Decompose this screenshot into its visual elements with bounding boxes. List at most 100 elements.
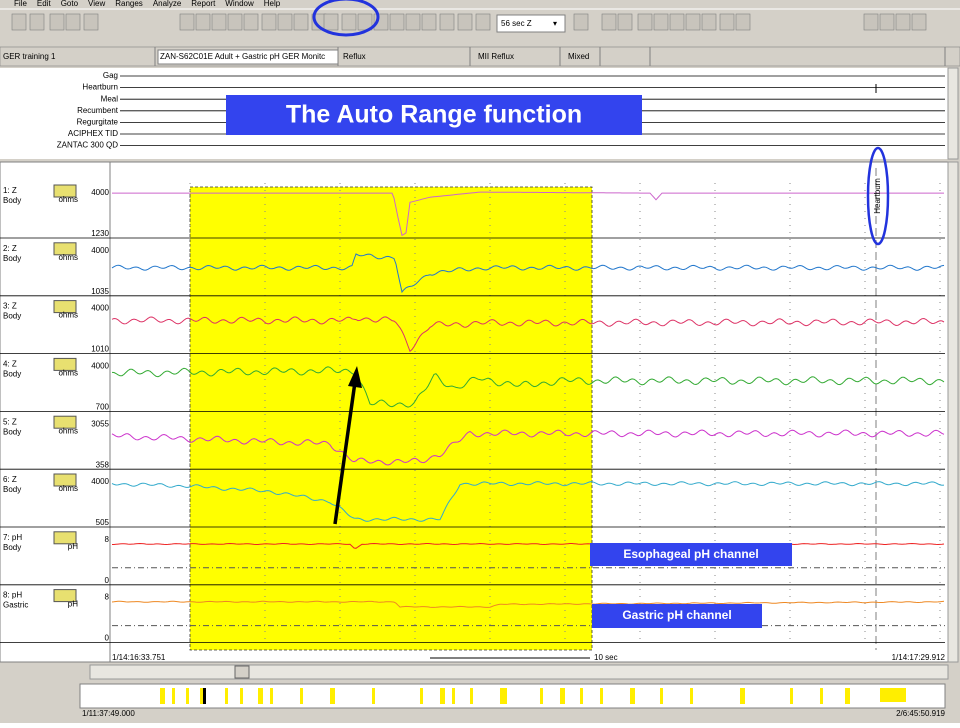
menu-item[interactable]: Help — [264, 0, 281, 8]
toolbar-button[interactable] — [475, 13, 491, 31]
toolbar-button[interactable] — [701, 13, 717, 31]
scroll-thumb[interactable] — [234, 665, 250, 679]
annotation-banner — [226, 95, 642, 135]
overview-event — [740, 688, 745, 704]
toolbar-button[interactable] — [653, 13, 669, 31]
analysis-type: Reflux — [343, 52, 366, 61]
channel-unit: ohms — [58, 426, 78, 435]
overview-event — [660, 688, 663, 704]
channel-site: Body — [3, 254, 21, 263]
event-label: Regurgitate — [77, 118, 119, 127]
toolbar-button[interactable] — [735, 13, 751, 31]
channel-label: 4: Z — [3, 360, 17, 369]
overview-event — [186, 688, 189, 704]
toolbar-button[interactable] — [601, 13, 617, 31]
toolbar-button[interactable] — [293, 13, 309, 31]
toolbar-button[interactable] — [323, 13, 339, 31]
channel-icon[interactable] — [53, 300, 77, 314]
toolbar-button[interactable] — [195, 13, 211, 31]
toolbar-button[interactable] — [389, 13, 405, 31]
channel-icon[interactable] — [53, 184, 77, 198]
highlight-ellipse — [866, 146, 890, 246]
overview-event — [880, 688, 906, 702]
reflux-type: Mixed — [568, 52, 589, 61]
menu-item[interactable]: Edit — [37, 0, 52, 8]
channel-site: Body — [3, 427, 21, 436]
channel-unit: pH — [68, 600, 78, 609]
protocol-select[interactable] — [157, 49, 339, 65]
toolbar-button[interactable] — [29, 13, 45, 31]
toolbar-button[interactable] — [243, 13, 259, 31]
toolbar-button[interactable] — [261, 13, 277, 31]
toolbar-button[interactable] — [421, 13, 437, 31]
overview-event — [172, 688, 175, 704]
toolbar-button[interactable] — [617, 13, 633, 31]
scale-min: 1035 — [91, 287, 109, 296]
menu-item[interactable]: Window — [225, 0, 254, 8]
channel-icon[interactable] — [53, 531, 77, 545]
pointer-arrow — [333, 381, 357, 525]
analysis-mode: MII Reflux — [478, 52, 514, 61]
toolbar-button[interactable] — [895, 13, 911, 31]
toolbar-button[interactable] — [879, 13, 895, 31]
menu-item[interactable]: File — [14, 0, 27, 8]
overview-event — [330, 688, 335, 704]
toolbar-button[interactable] — [863, 13, 879, 31]
toolbar-button[interactable] — [341, 13, 357, 31]
channel-label: 7: pH — [3, 533, 22, 542]
channel-label: 8: pH — [3, 591, 22, 600]
toolbar-button[interactable] — [439, 13, 455, 31]
overview-event — [504, 688, 507, 704]
overview-event — [372, 688, 375, 704]
scale-min: 1010 — [91, 345, 109, 354]
scale-max: 3055 — [91, 419, 109, 428]
menu-item[interactable]: Goto — [61, 0, 79, 8]
channel-site: Body — [3, 312, 21, 321]
chart-scrollbar[interactable] — [947, 161, 959, 663]
menu-item[interactable]: Ranges — [115, 0, 143, 8]
channel-icon[interactable] — [53, 415, 77, 429]
toolbar-button[interactable] — [11, 13, 27, 31]
toolbar-button[interactable] — [405, 13, 421, 31]
channel-icon[interactable] — [53, 589, 77, 603]
toolbar-button[interactable] — [573, 13, 589, 31]
toolbar-button[interactable] — [227, 13, 243, 31]
toolbar-button[interactable] — [179, 13, 195, 31]
timebase-dropdown[interactable] — [496, 14, 566, 33]
toolbar-button[interactable] — [685, 13, 701, 31]
event-label: Meal — [101, 94, 119, 103]
channel-icon[interactable] — [53, 242, 77, 256]
menu-item[interactable]: Report — [191, 0, 216, 8]
toolbar-button[interactable] — [637, 13, 653, 31]
event-scrollbar[interactable] — [947, 67, 959, 160]
menu-item[interactable]: Analyze — [153, 0, 182, 8]
toolbar-button[interactable] — [719, 13, 735, 31]
toolbar-button[interactable] — [211, 13, 227, 31]
toolbar-button[interactable] — [457, 13, 473, 31]
overview-event — [440, 688, 445, 704]
channel-label: 5: Z — [3, 417, 17, 426]
toolbar-button[interactable] — [669, 13, 685, 31]
scale-max: 4000 — [91, 246, 109, 255]
menu-item[interactable]: View — [88, 0, 105, 8]
event-label: Recumbent — [77, 106, 119, 115]
horizontal-scrollbar[interactable] — [89, 664, 949, 680]
toolbar-button[interactable] — [49, 13, 65, 31]
event-label: ZANTAC 300 QD — [57, 141, 118, 150]
toolbar-button[interactable] — [65, 13, 81, 31]
overview-event — [845, 688, 850, 704]
overview-event — [560, 688, 565, 704]
scale-max: 8 — [105, 593, 110, 602]
toolbar-button[interactable] — [83, 13, 99, 31]
overview-event — [790, 688, 793, 704]
channel-icon[interactable] — [53, 473, 77, 487]
overview-event — [240, 688, 243, 704]
callout-box — [592, 604, 762, 628]
overview-bar — [79, 683, 946, 709]
toolbar-button[interactable] — [277, 13, 293, 31]
channel-icon[interactable] — [53, 357, 77, 371]
timebase-value: 56 sec Z — [501, 19, 532, 28]
overview-event — [200, 688, 205, 704]
channel-trace — [111, 600, 945, 608]
toolbar-button[interactable] — [911, 13, 927, 31]
